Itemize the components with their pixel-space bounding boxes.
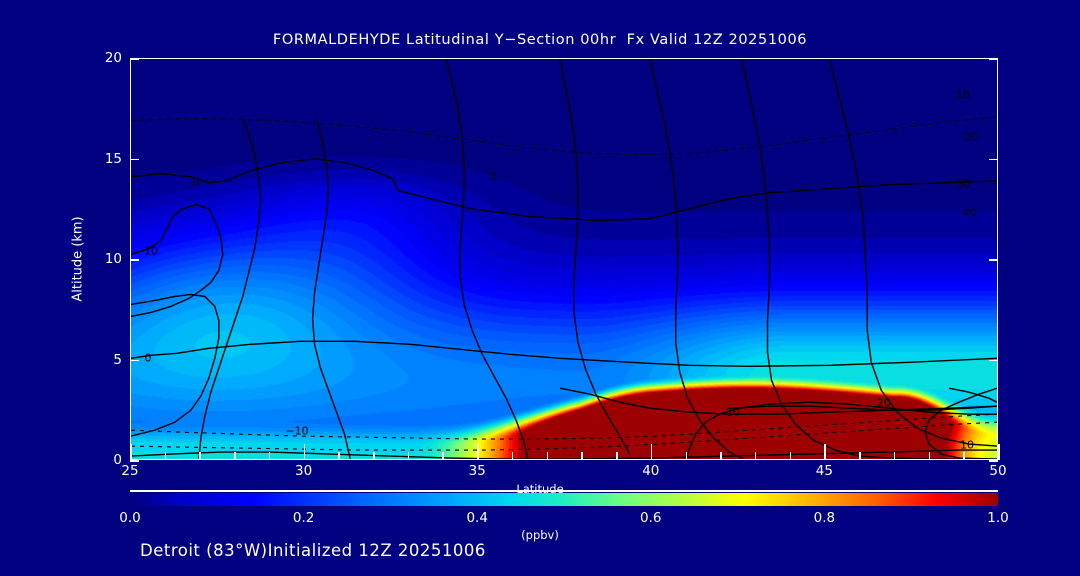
contour-label: 10 <box>726 405 740 419</box>
contour-line <box>446 59 528 460</box>
contour-overlay <box>131 59 997 460</box>
x-tick-label: 25 <box>121 463 139 479</box>
contour-line <box>829 59 997 446</box>
contour-line <box>131 414 997 439</box>
colorbar-tick-label: 1.0 <box>987 510 1009 526</box>
contour-line <box>949 388 997 402</box>
contour-line <box>313 119 351 460</box>
chart-title: FORMALDEHYDE Latitudinal Y−Section 00hr … <box>272 32 808 48</box>
contour-label: 20 <box>877 396 891 410</box>
colorbar-tick-label: 0.4 <box>466 510 488 526</box>
x-tick-label: 45 <box>815 463 833 479</box>
y-tick-label: 20 <box>104 50 122 66</box>
contour-line <box>131 422 997 450</box>
x-tick-label: 40 <box>642 463 660 479</box>
y-tick-mark <box>130 460 139 462</box>
colorbar-tick-label: 0.8 <box>813 510 836 526</box>
colorbar-top-rule <box>130 490 998 492</box>
contour-label: −10 <box>285 424 309 438</box>
contour-line <box>131 294 219 436</box>
contour-line <box>131 159 997 221</box>
shaded-field <box>131 59 997 459</box>
y-tick-label: 10 <box>104 251 122 267</box>
plot-area <box>130 58 998 460</box>
contour-line <box>730 406 997 410</box>
x-tick-label: 50 <box>989 463 1007 479</box>
x-tick-mark <box>998 444 1000 460</box>
contour-label: 40 <box>963 206 977 220</box>
y-tick-label: 0 <box>113 452 122 468</box>
contour-line <box>742 59 997 459</box>
footer-caption: Detroit (83°W)Initialized 12Z 20251006 <box>140 541 486 560</box>
contour-line <box>131 341 997 366</box>
contour-line <box>131 117 997 155</box>
contour-line <box>686 402 997 460</box>
contour-label: 10 <box>960 438 974 452</box>
y-axis-label: Altitude (km) <box>70 216 86 302</box>
contour-line <box>650 59 746 460</box>
contour-label: 30 <box>957 177 971 191</box>
contour-label: 20 <box>964 130 978 144</box>
colorbar-units-label: (ppbv) <box>521 528 559 542</box>
contour-line <box>925 388 997 459</box>
colorbar <box>130 493 998 506</box>
colorbar-tick-label: 0.2 <box>292 510 315 526</box>
contour-line <box>131 205 223 317</box>
x-tick-label: 30 <box>295 463 313 479</box>
colorbar-tick-label: 0.6 <box>640 510 662 526</box>
y-tick-label: 15 <box>104 150 122 167</box>
y-tick-label: 5 <box>113 351 122 368</box>
contour-line <box>131 450 997 459</box>
contour-label: 0 <box>144 351 152 365</box>
contour-label: 0 <box>489 170 497 184</box>
contour-label: 0 <box>192 175 200 189</box>
contour-label: 10 <box>144 244 158 258</box>
y-tick-mark-right <box>989 460 998 462</box>
colorbar-tick-label: 0.0 <box>119 510 141 526</box>
contour-label: 10 <box>956 88 970 102</box>
x-tick-label: 35 <box>468 463 486 479</box>
contour-line <box>199 119 261 460</box>
contour-line <box>560 59 630 454</box>
